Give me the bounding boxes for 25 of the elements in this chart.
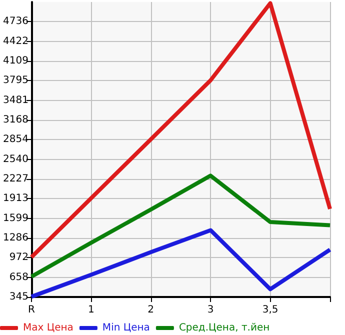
y-tick-label: 3795	[2, 75, 28, 86]
x-tick-label: R	[28, 304, 35, 316]
y-tick-label: 1286	[2, 232, 28, 244]
x-tick-label: 3	[207, 304, 214, 316]
legend-label: Сред.Цена, т.йен	[178, 322, 270, 334]
y-tick-label: 4109	[2, 55, 28, 66]
y-tick-label: 2854	[2, 134, 28, 146]
y-tick-label: 3168	[2, 114, 28, 126]
line-series	[29, 1, 332, 260]
y-tick-label: 3481	[2, 94, 28, 106]
legend-label: Max Цена	[23, 322, 74, 334]
x-tick-label: 1	[88, 304, 94, 316]
y-tick-label: 972	[9, 252, 28, 264]
y-tick-label: 4422	[2, 36, 28, 47]
y-tick-label: 345	[9, 292, 28, 302]
x-tick-label: 2	[148, 304, 154, 316]
y-tick-label: 1599	[2, 212, 28, 224]
y-tick-label: 4736	[2, 16, 28, 28]
y-tick-label: 2227	[2, 173, 28, 184]
y-tick-label: 2540	[2, 154, 28, 165]
line-series	[29, 174, 332, 279]
y-tick-label: 658	[9, 272, 28, 283]
legend-label: Min Цена	[102, 322, 150, 334]
y-tick-label: 1913	[2, 193, 28, 204]
x-tick-label: 3,5	[262, 304, 278, 316]
